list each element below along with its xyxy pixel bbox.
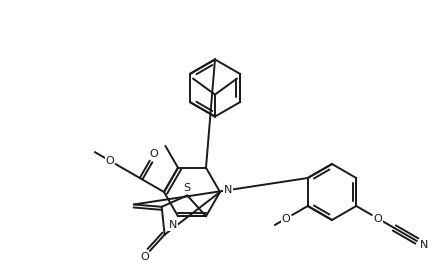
Text: O: O: [105, 156, 114, 166]
Text: O: O: [282, 214, 291, 224]
Text: N: N: [224, 185, 232, 195]
Text: S: S: [183, 183, 190, 193]
Text: O: O: [373, 214, 382, 224]
Text: O: O: [150, 149, 158, 159]
Text: O: O: [140, 252, 149, 262]
Text: N: N: [420, 240, 428, 250]
Text: N: N: [169, 220, 177, 230]
